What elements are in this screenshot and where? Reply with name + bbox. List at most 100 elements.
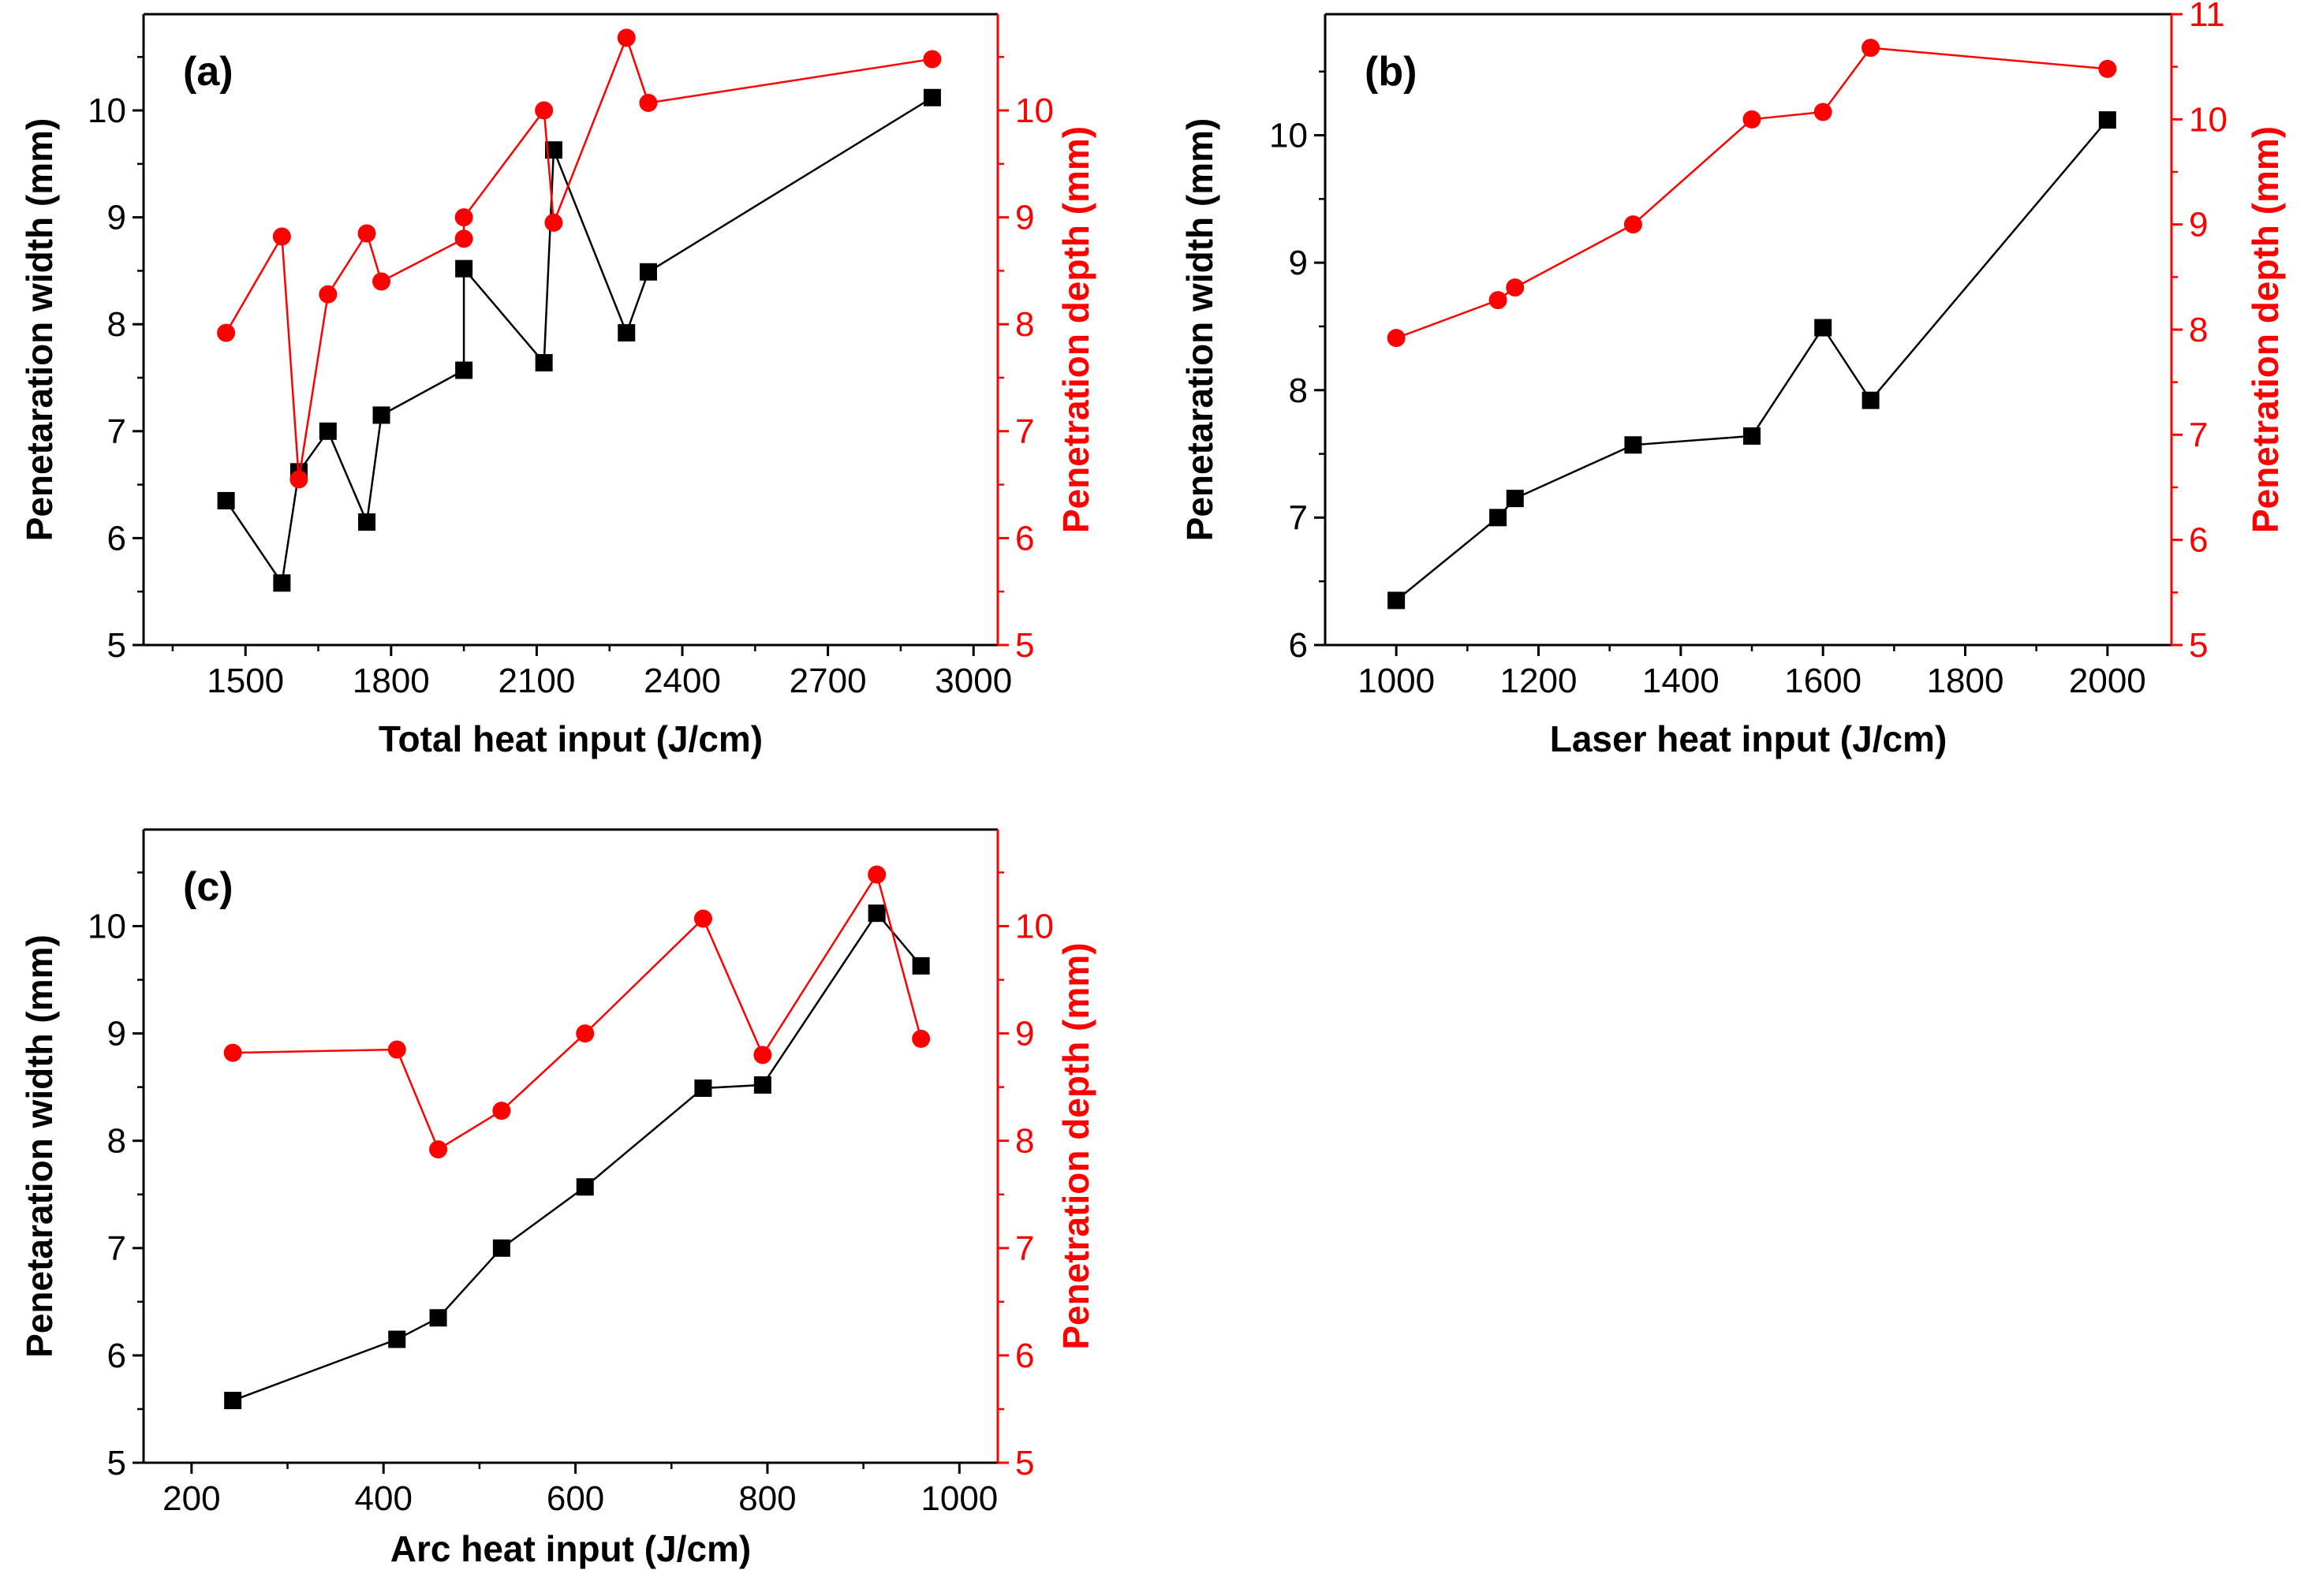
depth-data-point	[357, 224, 376, 243]
y-right-tick-label: 8	[2189, 311, 2208, 349]
width-data-point	[372, 406, 390, 424]
y-right-tick-label: 10	[2189, 100, 2227, 139]
depth-data-point	[912, 1029, 931, 1048]
x-tick-label: 200	[162, 1479, 220, 1518]
depth-data-point	[223, 1043, 242, 1062]
y-right-tick-label: 9	[2189, 206, 2208, 244]
x-tick-label: 1800	[1927, 662, 2004, 700]
x-axis-title: Total heat input (J/cm)	[379, 718, 763, 759]
y-left-axis-title: Penetaration width (mm)	[1179, 118, 1220, 542]
width-series-line	[1395, 119, 2108, 602]
depth-data-point	[454, 229, 473, 248]
width-data-point	[429, 1309, 447, 1327]
width-data-point	[1861, 391, 1880, 409]
depth-data-point	[1813, 103, 1832, 121]
y-left-tick-label: 9	[107, 1015, 126, 1053]
depth-data-point	[289, 470, 308, 489]
y-left-tick-label: 10	[88, 907, 126, 945]
x-tick-label: 2700	[790, 662, 867, 700]
width-data-point	[923, 88, 941, 106]
depth-data-point	[923, 50, 942, 69]
x-tick-label: 400	[355, 1479, 413, 1518]
depth-data-point	[1623, 215, 1642, 234]
width-data-point	[1624, 436, 1642, 454]
depth-data-point	[2098, 59, 2117, 78]
width-data-point	[1387, 591, 1406, 610]
panel-a: 1500 1800 2100 2400 2700 300056789105678910To…	[19, 13, 1096, 759]
width-data-point	[1814, 319, 1832, 337]
x-tick-label: 2000	[2069, 662, 2146, 700]
x-tick-label: 1600	[1784, 662, 1861, 700]
x-tick-label: 1400	[1642, 662, 1720, 700]
depth-data-point	[576, 1024, 595, 1043]
y-right-tick-label: 6	[2189, 521, 2208, 560]
panel-label: (a)	[183, 49, 233, 95]
depth-data-point	[693, 909, 712, 928]
width-data-point	[1506, 490, 1524, 508]
width-data-point	[492, 1239, 510, 1257]
depth-data-point	[1488, 291, 1507, 310]
depth-data-point	[1387, 329, 1406, 348]
width-data-point	[319, 422, 337, 440]
depth-data-point	[544, 213, 563, 232]
y-right-axis-title: Penetration depth (mm)	[1055, 942, 1096, 1349]
depth-data-point	[1506, 278, 1525, 297]
depth-data-point	[454, 208, 473, 227]
depth-data-point	[492, 1102, 511, 1121]
y-right-tick-label: 7	[2189, 416, 2208, 454]
y-right-axis-title: Penetration depth (mm)	[2245, 126, 2286, 533]
y-right-tick-label: 11	[2189, 0, 2225, 34]
y-left-tick-label: 10	[1269, 117, 1308, 155]
x-axis-title: Arc heat input (J/cm)	[390, 1528, 752, 1569]
depth-data-point	[617, 28, 636, 47]
y-right-tick-label: 8	[1015, 305, 1034, 344]
x-tick-label: 3000	[935, 662, 1012, 700]
width-data-point	[2098, 111, 2116, 129]
y-left-axis-title: Penetaration width (mm)	[19, 118, 60, 542]
depth-data-point	[1861, 39, 1880, 58]
width-data-point	[753, 1076, 771, 1094]
width-data-point	[618, 324, 636, 342]
depth-data-point	[535, 101, 554, 120]
width-data-point	[1489, 509, 1507, 527]
width-data-point	[455, 361, 473, 379]
y-left-tick-label: 6	[107, 1337, 126, 1375]
y-right-tick-label: 5	[1015, 626, 1034, 665]
depth-data-point	[387, 1040, 406, 1059]
width-data-point	[358, 513, 376, 531]
width-data-point	[388, 1330, 406, 1348]
width-data-point	[639, 263, 657, 281]
depth-data-point	[1742, 110, 1761, 129]
x-tick-label: 800	[738, 1479, 796, 1518]
x-tick-label: 2100	[498, 662, 575, 700]
y-right-tick-label: 10	[1015, 907, 1054, 945]
x-tick-label: 1200	[1500, 662, 1578, 700]
panel-label: (b)	[1365, 49, 1417, 95]
depth-data-point	[639, 94, 658, 113]
width-series-line	[225, 96, 933, 586]
y-left-tick-label: 7	[1289, 498, 1308, 537]
y-left-tick-label: 7	[107, 412, 126, 451]
y-right-tick-label: 5	[1015, 1444, 1034, 1482]
panel-c: 200 400 600 800 1000 5 6 7 8 9 10 5 6 7 8 9 10 Arc heat i…	[19, 828, 1096, 1569]
y-right-tick-label: 10	[1015, 91, 1054, 130]
y-right-tick-label: 5	[2189, 626, 2208, 665]
depth-data-point	[372, 272, 391, 291]
width-data-point	[273, 574, 291, 592]
x-tick-label: 1800	[353, 662, 430, 700]
y-left-tick-label: 5	[107, 626, 126, 665]
width-data-point	[455, 259, 473, 278]
depth-series-line	[225, 35, 933, 479]
y-left-tick-label: 8	[107, 305, 126, 344]
y-right-tick-label: 6	[1015, 1337, 1034, 1375]
y-right-tick-label: 9	[1015, 199, 1034, 237]
x-axis-title: Laser heat input (J/cm)	[1550, 718, 1947, 759]
depth-data-point	[217, 323, 236, 342]
depth-data-point	[272, 227, 291, 246]
depth-data-point	[429, 1140, 448, 1159]
y-left-tick-label: 9	[107, 199, 126, 237]
y-left-axis-title: Penetaration width (mm)	[19, 934, 60, 1358]
width-data-point	[576, 1178, 594, 1196]
y-right-tick-label: 7	[1015, 1229, 1034, 1268]
